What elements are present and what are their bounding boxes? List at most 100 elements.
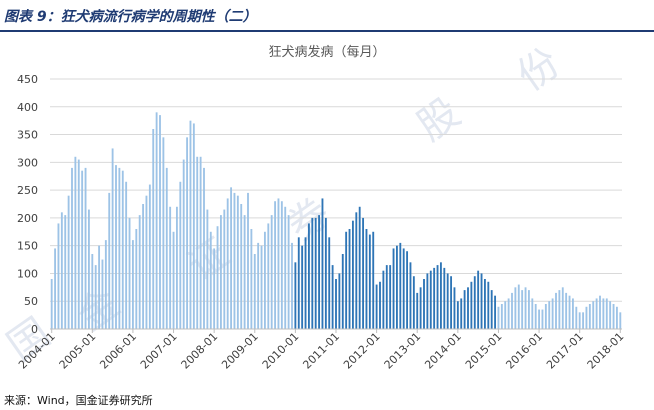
bar (321, 198, 324, 329)
bar (341, 254, 344, 329)
bar (565, 292, 568, 329)
bar (148, 184, 151, 329)
bar (277, 198, 280, 329)
x-tick-label: 2018-01 (585, 330, 627, 372)
bar (94, 265, 97, 329)
bar (450, 276, 453, 329)
bar (274, 201, 277, 329)
y-tick-label: 400 (17, 101, 38, 114)
bar (602, 298, 605, 329)
bar (291, 242, 293, 329)
bar (480, 273, 483, 329)
bar (121, 170, 124, 329)
bar (253, 254, 256, 329)
bar (267, 223, 270, 329)
bar (250, 229, 253, 329)
x-tick-label: 2009-01 (219, 330, 261, 372)
bar (192, 123, 195, 329)
bar (270, 215, 273, 329)
bar (467, 287, 469, 329)
bar (521, 290, 524, 329)
bar (362, 217, 365, 329)
x-tick-label: 2014-01 (422, 330, 464, 372)
bar (74, 156, 77, 329)
bar (179, 181, 182, 329)
bar (81, 170, 84, 329)
x-tick-label: 2005-01 (57, 330, 99, 372)
svg-text:证: 证 (179, 230, 238, 291)
bar (304, 237, 307, 329)
bar (443, 267, 446, 329)
bar (101, 259, 104, 329)
bar (169, 206, 172, 329)
bar (64, 215, 67, 329)
x-tick-label: 2015-01 (463, 330, 505, 372)
bar (568, 295, 571, 329)
bar (571, 298, 574, 329)
y-tick-label: 0 (31, 323, 38, 336)
bar (236, 195, 239, 329)
bar (287, 215, 290, 329)
bar (257, 242, 260, 329)
bar (189, 120, 192, 329)
bar (446, 273, 449, 329)
y-tick-label: 50 (24, 295, 38, 308)
bar (453, 287, 456, 329)
bar (551, 298, 554, 329)
bar (531, 298, 534, 329)
bar (358, 206, 361, 329)
bar (470, 281, 473, 329)
bar (615, 306, 618, 329)
bar (382, 270, 385, 329)
x-tick-label: 2006-01 (97, 330, 139, 372)
bar (406, 251, 409, 329)
bar (115, 165, 117, 329)
bar (483, 279, 486, 329)
x-tick-label: 2008-01 (179, 330, 221, 372)
bar (294, 262, 297, 329)
bar (206, 209, 209, 329)
bar (216, 226, 219, 329)
bar (247, 192, 249, 329)
bar (429, 270, 432, 329)
figure-header: 图表 9：狂犬病流行病学的周期性（二） (0, 0, 654, 32)
y-tick-label: 150 (17, 240, 38, 253)
x-tick-label: 2013-01 (382, 330, 424, 372)
bar (77, 159, 80, 329)
bar (555, 292, 557, 329)
bar (104, 240, 107, 329)
bar (182, 159, 185, 329)
bar (541, 309, 544, 329)
bar (585, 306, 588, 329)
bar (230, 187, 233, 329)
y-axis: 0 50 100 150 200 250 300 350 400 450 (17, 73, 38, 336)
bar (419, 287, 422, 329)
bar (538, 309, 541, 329)
y-tick-label: 200 (17, 212, 38, 225)
bar (527, 290, 530, 329)
bar (399, 242, 402, 329)
bar (439, 262, 442, 329)
svg-text:股: 股 (409, 90, 468, 151)
bar (548, 301, 551, 329)
bar (233, 192, 236, 329)
bar (203, 167, 205, 329)
y-tick-label: 350 (17, 129, 38, 142)
bar (131, 240, 134, 329)
bar (392, 248, 395, 329)
bar (504, 301, 507, 329)
x-tick-label: 2012-01 (341, 330, 383, 372)
y-tick-label: 100 (17, 267, 38, 280)
bar (463, 290, 466, 329)
bar (98, 245, 101, 329)
bar (355, 212, 358, 329)
bar (280, 201, 283, 329)
bar (578, 312, 581, 329)
bar (240, 204, 243, 329)
bar (588, 304, 591, 329)
y-tick-label: 450 (17, 73, 38, 86)
bar (365, 229, 368, 329)
bar (328, 237, 331, 329)
bar (456, 301, 459, 329)
bar (619, 312, 622, 329)
